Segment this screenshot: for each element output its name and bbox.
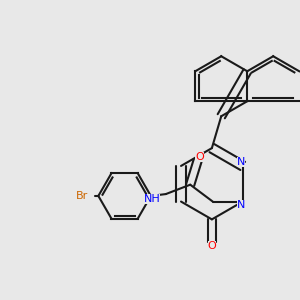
Text: Br: Br [76,191,88,201]
Text: NH: NH [143,194,160,204]
Text: O: O [208,241,216,250]
Text: O: O [195,152,204,162]
Text: N: N [237,157,245,167]
Text: N: N [237,200,245,210]
